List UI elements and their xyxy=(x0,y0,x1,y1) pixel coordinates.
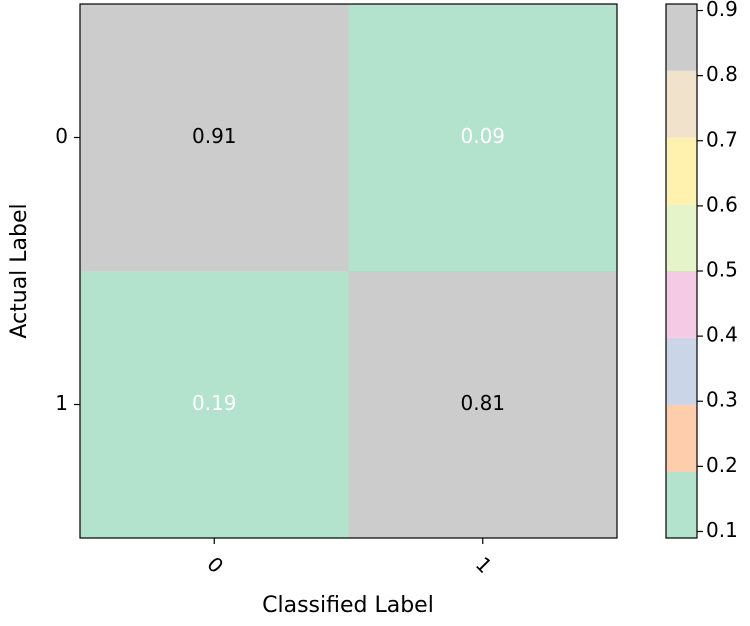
colorbar-tick-label: 0.5 xyxy=(706,258,738,282)
colorbar-segment xyxy=(666,271,697,338)
cell-label: 0.91 xyxy=(192,124,237,148)
cell-label: 0.81 xyxy=(460,391,505,415)
x-tick-label: 1 xyxy=(471,552,497,578)
cell-label: 0.09 xyxy=(460,124,505,148)
cell-label: 0.19 xyxy=(192,391,237,415)
x-tick-label: 0 xyxy=(202,552,228,578)
colorbar-segment xyxy=(666,70,697,138)
y-tick-label: 1 xyxy=(55,391,68,415)
heatmap-cell xyxy=(348,271,617,538)
heatmap-cell xyxy=(80,4,349,271)
colorbar-tick-label: 0.8 xyxy=(706,62,738,86)
colorbar-tick-label: 0.9 xyxy=(706,0,738,21)
colorbar-segment xyxy=(666,337,697,405)
y-tick-label: 0 xyxy=(55,124,68,148)
colorbar-segment xyxy=(666,471,697,538)
colorbar-tick-label: 0.1 xyxy=(706,518,738,542)
colorbar-segment xyxy=(666,137,697,205)
colorbar-segment xyxy=(666,404,697,472)
colorbar-tick-label: 0.3 xyxy=(706,388,738,412)
colorbar-tick-label: 0.7 xyxy=(706,127,738,151)
y-axis-label: Actual Label xyxy=(7,203,32,338)
heatmap-cell xyxy=(80,271,349,538)
colorbar-tick-label: 0.2 xyxy=(706,453,738,477)
plot-frame xyxy=(79,3,618,539)
colorbar-segment xyxy=(666,4,697,71)
x-axis-label: Classified Label xyxy=(262,593,434,618)
colorbar-tick-label: 0.6 xyxy=(706,192,738,216)
colorbar-tick-label: 0.4 xyxy=(706,323,738,347)
colorbar-segment xyxy=(666,204,697,271)
heatmap-cell xyxy=(348,4,617,271)
